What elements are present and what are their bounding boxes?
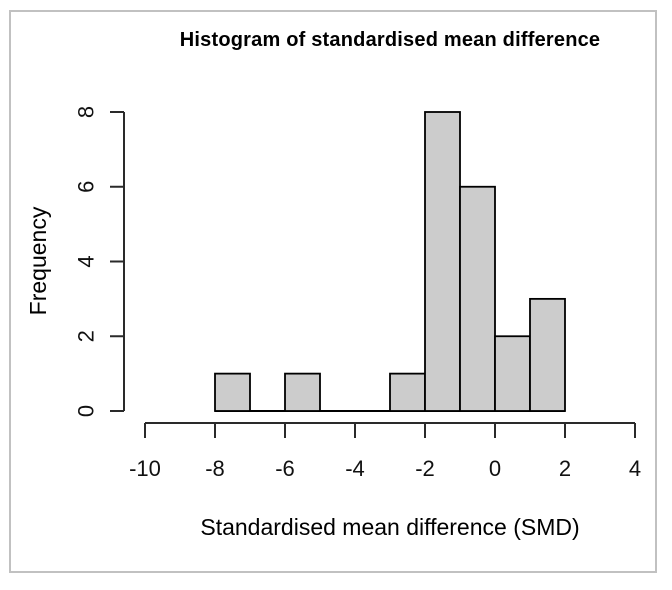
- histogram-bar: [494, 335, 531, 412]
- x-tick-label: -4: [345, 456, 365, 481]
- histogram-bar: [424, 111, 461, 412]
- x-tick-label: -6: [275, 456, 295, 481]
- x-tick-label: -8: [205, 456, 225, 481]
- y-tick-label: 4: [74, 255, 99, 267]
- x-tick-label: 2: [559, 456, 571, 481]
- histogram-bar: [284, 372, 321, 412]
- histogram-bar: [529, 297, 566, 412]
- histogram-bar: [459, 185, 496, 412]
- x-tick-label: -10: [129, 456, 161, 481]
- y-tick-label: 8: [74, 106, 99, 118]
- histogram-bar: [214, 372, 251, 412]
- figure-frame: [9, 10, 657, 573]
- y-tick-label: 6: [74, 181, 99, 193]
- x-tick-label: 4: [629, 456, 641, 481]
- chart-title: Histogram of standardised mean differenc…: [179, 29, 601, 51]
- y-axis-label: Frequency: [25, 206, 51, 316]
- y-tick-label: 0: [74, 405, 99, 417]
- x-tick-label: 0: [489, 456, 501, 481]
- x-axis-label: Standardised mean difference (SMD): [200, 514, 580, 540]
- histogram-bar: [389, 372, 426, 412]
- y-tick-label: 2: [74, 330, 99, 342]
- x-tick-label: -2: [415, 456, 435, 481]
